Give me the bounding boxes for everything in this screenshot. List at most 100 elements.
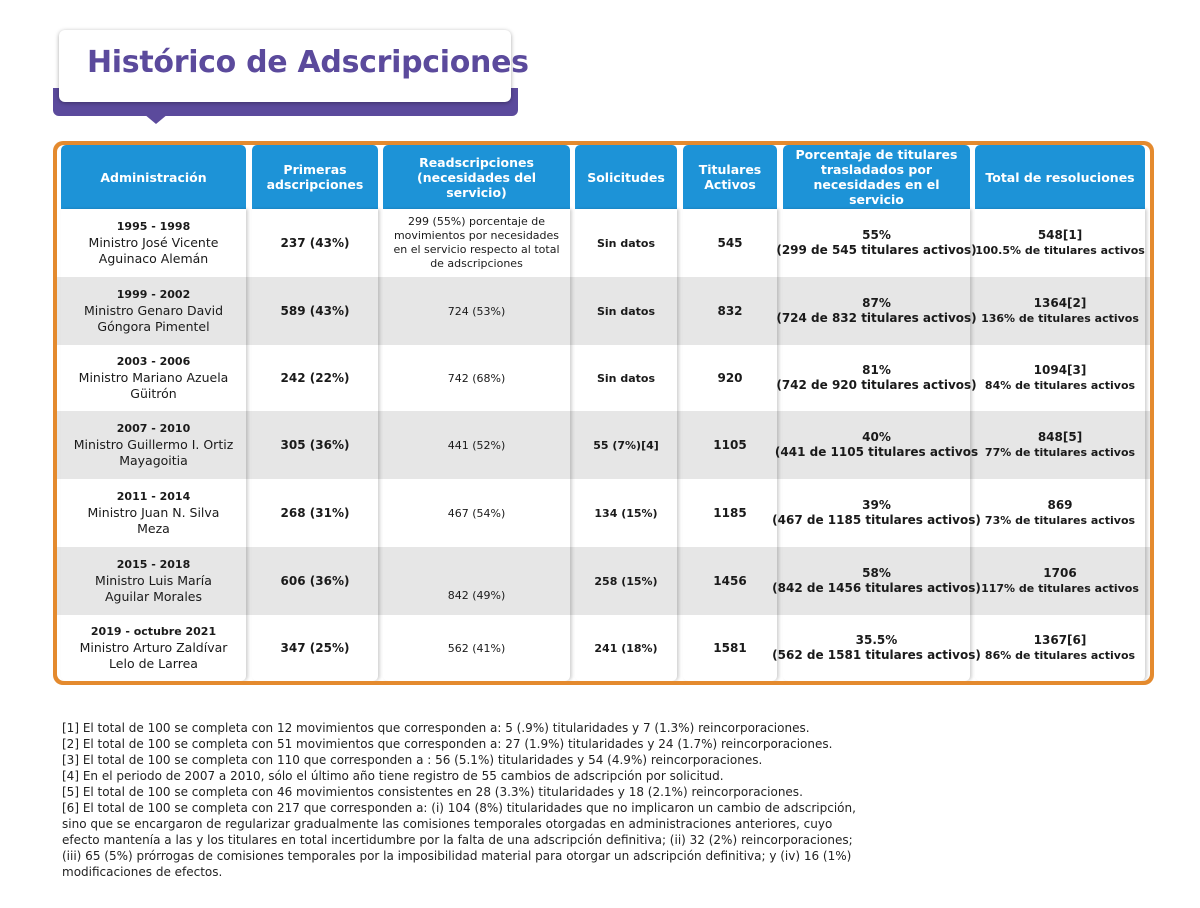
footnote-line: [3] El total de 100 se completa con 110 … [62,753,763,767]
row-readscripciones: 441 (52%) [447,438,506,452]
row-pct-detail: (299 de 545 titulares activos) [776,243,977,257]
row-total-value: 1364[2] [1033,296,1087,310]
row-total-detail: 77% de titulares activos [984,446,1136,459]
footnote-line: [1] El total de 100 se completa con 12 m… [62,721,810,735]
row-pct-detail: (842 de 1456 titulares activos) [772,581,981,595]
column-titulares: Titulares Activos 545 832 920 1105 1185 1456 1… [683,145,777,681]
row-pct-value: 39% [862,498,891,512]
row-readscripciones: 467 (54%) [447,506,506,520]
header-total-label: Total de resoluciones [985,169,1135,185]
row-total-detail: 136% de titulares activos [981,312,1139,325]
row-titulares: 1581 [713,640,747,655]
row-minister: Ministro José Vicente Aguinaco Alemán [88,235,219,266]
row-porcentaje: 35.5% (562 de 1581 titulares activos) [772,615,981,681]
row-total-value: 869 [1047,498,1073,512]
row-solicitudes: 55 (7%)[4] [593,438,659,452]
row-total: 548[1] 100.5% de titulares activos [975,209,1145,277]
table-row-administracion: 1999 - 2002 Ministro Genaro David Góngora… [61,277,246,345]
row-band [57,277,1150,345]
row-titulares: 920 [717,370,743,385]
row-bands [57,145,1150,681]
column-total-body: 548[1] 100.5% de titulares activos 1364[2]… [975,209,1145,681]
row-years: 1995 - 1998 [116,220,191,233]
header-solicitudes-label: Solicitudes [587,169,665,185]
row-titulares: 832 [717,303,743,318]
row-pct-value: 87% [862,296,891,310]
row-total-detail: 117% de titulares activos [981,582,1139,595]
column-solicitudes: Solicitudes Sin datos Sin datos Sin datos 5… [575,145,677,681]
row-pct-value: 81% [862,363,891,377]
row-total-value: 1367[6] [1033,633,1087,647]
row-readscripciones: 299 (55%) porcentaje de movimientos por … [393,215,560,270]
row-pct-detail: (467 de 1185 titulares activos) [772,513,981,527]
footnote-line: efecto mantenía a las y los titulares en… [62,833,853,847]
footnote-line: (iii) 65 (5%) prórrogas de comisiones te… [62,849,852,863]
row-solicitudes: 241 (18%) [594,641,658,655]
row-pct-detail: (724 de 832 titulares activos) [776,311,977,325]
header-total: Total de resoluciones [975,145,1145,209]
footnote-line: [4] En el periodo de 2007 a 2010, sólo e… [62,769,724,783]
header-porcentaje: Porcentaje de titulares trasladados por … [783,145,970,209]
row-total-detail: 100.5% de titulares activos [975,244,1145,257]
header-solicitudes: Solicitudes [575,145,677,209]
row-primeras: 606 (36%) [280,573,350,588]
row-total-detail: 84% de titulares activos [984,379,1136,392]
header-readscripciones: Readscripciones (necesidades del servici… [383,145,570,209]
row-solicitudes: Sin datos [596,236,655,250]
table-row-administracion: 2019 - octubre 2021 Ministro Arturo Zaldí… [61,615,246,681]
column-solicitudes-body: Sin datos Sin datos Sin datos 55 (7%)[4] 134… [575,209,677,681]
row-minister: Ministro Mariano Azuela Güitrón [78,370,229,401]
row-years: 2015 - 2018 [116,558,191,571]
row-pct-detail: (742 de 920 titulares activos) [776,378,977,392]
row-total: 869 73% de titulares activos [975,479,1145,547]
row-years: 2019 - octubre 2021 [90,625,217,638]
row-porcentaje: 40% (441 de 1105 titulares activos [775,411,978,479]
row-solicitudes: Sin datos [596,371,655,385]
row-years: 2003 - 2006 [116,355,191,368]
table-row-administracion: 2015 - 2018 Ministro Luis María Aguilar M… [61,547,246,615]
row-porcentaje: 39% (467 de 1185 titulares activos) [772,479,981,547]
table-row-administracion: 2011 - 2014 Ministro Juan N. Silva Meza [61,479,246,547]
row-porcentaje: 81% (742 de 920 titulares activos) [776,345,976,411]
header-porcentaje-label: Porcentaje de titulares trasladados por … [795,147,958,207]
header-titulares: Titulares Activos [683,145,777,209]
row-total-value: 1706 [1043,566,1077,580]
table-row-administracion: 2007 - 2010 Ministro Guillermo I. Ortiz M… [61,411,246,479]
row-primeras: 347 (25%) [280,640,350,655]
row-pct-value: 35.5% [855,633,898,647]
row-pct-value: 58% [862,566,891,580]
row-porcentaje: 55% (299 de 545 titulares activos) [776,209,976,277]
row-titulares: 1105 [713,437,747,452]
footnote-line: sino que se encargaron de regularizar gr… [62,817,833,831]
column-titulares-body: 545 832 920 1105 1185 1456 1581 [683,209,777,681]
row-readscripciones: 842 (49%) [447,589,506,602]
row-solicitudes: 258 (15%) [594,574,658,588]
table: Administración 1995 - 1998 Ministro José … [57,145,1150,681]
row-porcentaje: 58% (842 de 1456 titulares activos) [772,547,981,615]
footnote-line: modificaciones de efectos. [62,865,223,879]
column-readscripciones-body: 299 (55%) porcentaje de movimientos por … [383,209,570,681]
header-primeras-label: Primeras adscripciones [266,162,364,192]
row-primeras: 589 (43%) [280,303,350,318]
row-primeras: 242 (22%) [280,370,350,385]
header-administracion-label: Administración [100,169,207,185]
title-pointer [144,114,168,124]
row-primeras: 237 (43%) [280,235,350,250]
footnote-line: [5] El total de 100 se completa con 46 m… [62,785,803,799]
row-total: 1367[6] 86% de titulares activos [975,615,1145,681]
row-total-value: 848[5] [1037,430,1083,444]
row-titulares: 1456 [713,573,747,588]
title-box: Histórico de Adscripciones [59,30,529,102]
header-primeras: Primeras adscripciones [252,145,378,209]
column-administracion-body: 1995 - 1998 Ministro José Vicente Aguinac… [61,209,246,681]
row-pct-value: 40% [862,430,891,444]
column-readscripciones: Readscripciones (necesidades del servici… [383,145,570,681]
row-minister: Ministro Arturo Zaldívar Lelo de Larrea [79,640,228,671]
row-total: 1706 117% de titulares activos [975,547,1145,615]
row-readscripciones: 562 (41%) [447,641,506,655]
table-row-administracion: 2003 - 2006 Ministro Mariano Azuela Güitr… [61,345,246,411]
footnote-line: [2] El total de 100 se completa con 51 m… [62,737,833,751]
column-total: Total de resoluciones 548[1] 100.5% de ti… [975,145,1145,681]
row-pct-detail: (441 de 1105 titulares activos [774,445,979,459]
column-administracion: Administración 1995 - 1998 Ministro José … [61,145,246,681]
